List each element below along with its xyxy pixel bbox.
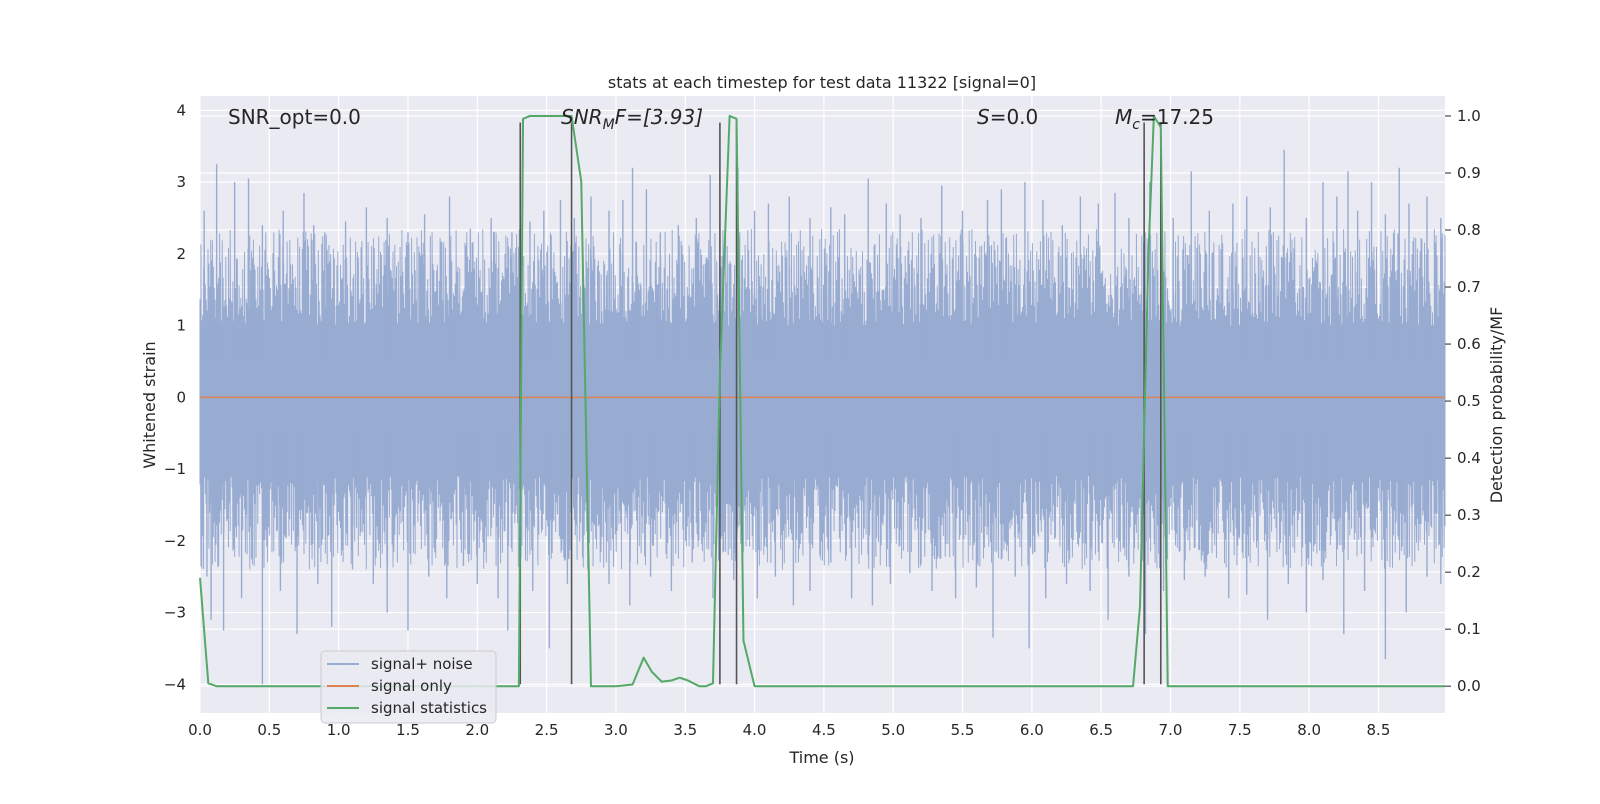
legend-label-signal-noise: signal+ noise [371, 655, 473, 673]
y-tick-label: −4 [164, 675, 186, 693]
y2-tick-label: 0.9 [1457, 164, 1481, 182]
y-tick-label: −2 [164, 532, 186, 550]
signal-noise-series [199, 149, 1446, 685]
y-tick-label: 3 [176, 173, 186, 191]
x-tick-label: 8.0 [1297, 721, 1321, 739]
x-tick-label: 0.5 [257, 721, 281, 739]
y-tick-label: 1 [176, 317, 186, 335]
y-tick-label: −3 [164, 604, 186, 622]
y2-tick-label: 0.5 [1457, 392, 1481, 410]
y2-tick-labels: 1.0 0.9 0.8 0.7 0.6 0.5 0.4 0.3 0.2 0.1 0.0 [1445, 107, 1481, 695]
x-tick-labels: 0.0 0.5 1.0 1.5 2.0 2.5 3.0 3.5 4.0 4.5 5.0 5.5 6.0 6… [188, 721, 1390, 739]
y2-tick-label: 0.1 [1457, 620, 1481, 638]
y2-tick-label: 0.0 [1457, 677, 1481, 695]
y2-tick-label: 1.0 [1457, 107, 1481, 125]
x-tick-label: 5.0 [881, 721, 905, 739]
signal-statistics-series [199, 114, 1445, 688]
annotation-mc: Mc=17.25 [1115, 105, 1214, 133]
y-tick-label: −1 [164, 460, 186, 478]
annotation-s: S=0.0 [977, 105, 1038, 129]
y2-axis-label: Detection probability/MF [1487, 307, 1506, 504]
x-tick-label: 3.5 [673, 721, 697, 739]
s-italic: S [977, 105, 990, 129]
y2-tick-label: 0.8 [1457, 221, 1481, 239]
snr-mf-sub: M [603, 117, 615, 133]
snr-mf-base: SNR [561, 105, 603, 129]
y2-tick-label: 0.6 [1457, 335, 1481, 353]
x-tick-label: 1.0 [327, 721, 351, 739]
x-tick-label: 7.5 [1228, 721, 1252, 739]
x-tick-label: 6.0 [1020, 721, 1044, 739]
signal-statistics-line [199, 114, 1445, 688]
mc-sub: c [1132, 117, 1140, 133]
mc-base: M [1115, 105, 1132, 129]
legend: signal+ noise signal only signal statist… [320, 650, 497, 724]
legend-label-signal-only: signal only [371, 677, 452, 695]
noise-trace [199, 229, 1446, 570]
y2-tick-label: 0.3 [1457, 506, 1481, 524]
y2-tick-label: 0.7 [1457, 278, 1481, 296]
y-tick-label: 0 [176, 388, 186, 406]
x-tick-label: 2.0 [465, 721, 489, 739]
x-tick-label: 7.0 [1159, 721, 1183, 739]
legend-label-signal-statistics: signal statistics [371, 699, 487, 717]
y-tick-label: 2 [176, 245, 186, 263]
y-axis-label: Whitened strain [140, 341, 159, 468]
y-tick-labels: 4 3 2 1 0 −1 −2 −3 −4 [164, 101, 186, 693]
y2-tick-label: 0.4 [1457, 449, 1481, 467]
x-tick-label: 1.5 [396, 721, 420, 739]
annotation-snr-mf: SNRMF=[3.93] [561, 105, 703, 133]
chart-title: stats at each timestep for test data 113… [608, 73, 1036, 92]
x-tick-label: 2.5 [535, 721, 559, 739]
annotation-snr-opt: SNR_opt=0.0 [228, 105, 361, 129]
x-tick-label: 5.5 [951, 721, 975, 739]
snr-mf-rest: F=[3.93] [615, 105, 703, 129]
x-tick-label: 4.0 [743, 721, 767, 739]
x-tick-label: 0.0 [188, 721, 212, 739]
y-tick-label: 4 [176, 101, 186, 119]
x-tick-label: 6.5 [1089, 721, 1113, 739]
s-rest: =0.0 [990, 105, 1039, 129]
legend-box [320, 650, 497, 724]
x-tick-label: 4.5 [812, 721, 836, 739]
y2-tick-label: 0.2 [1457, 563, 1481, 581]
mc-rest: =17.25 [1140, 105, 1214, 129]
x-axis-label: Time (s) [788, 748, 854, 767]
x-tick-label: 8.5 [1367, 721, 1391, 739]
x-tick-label: 3.0 [604, 721, 628, 739]
